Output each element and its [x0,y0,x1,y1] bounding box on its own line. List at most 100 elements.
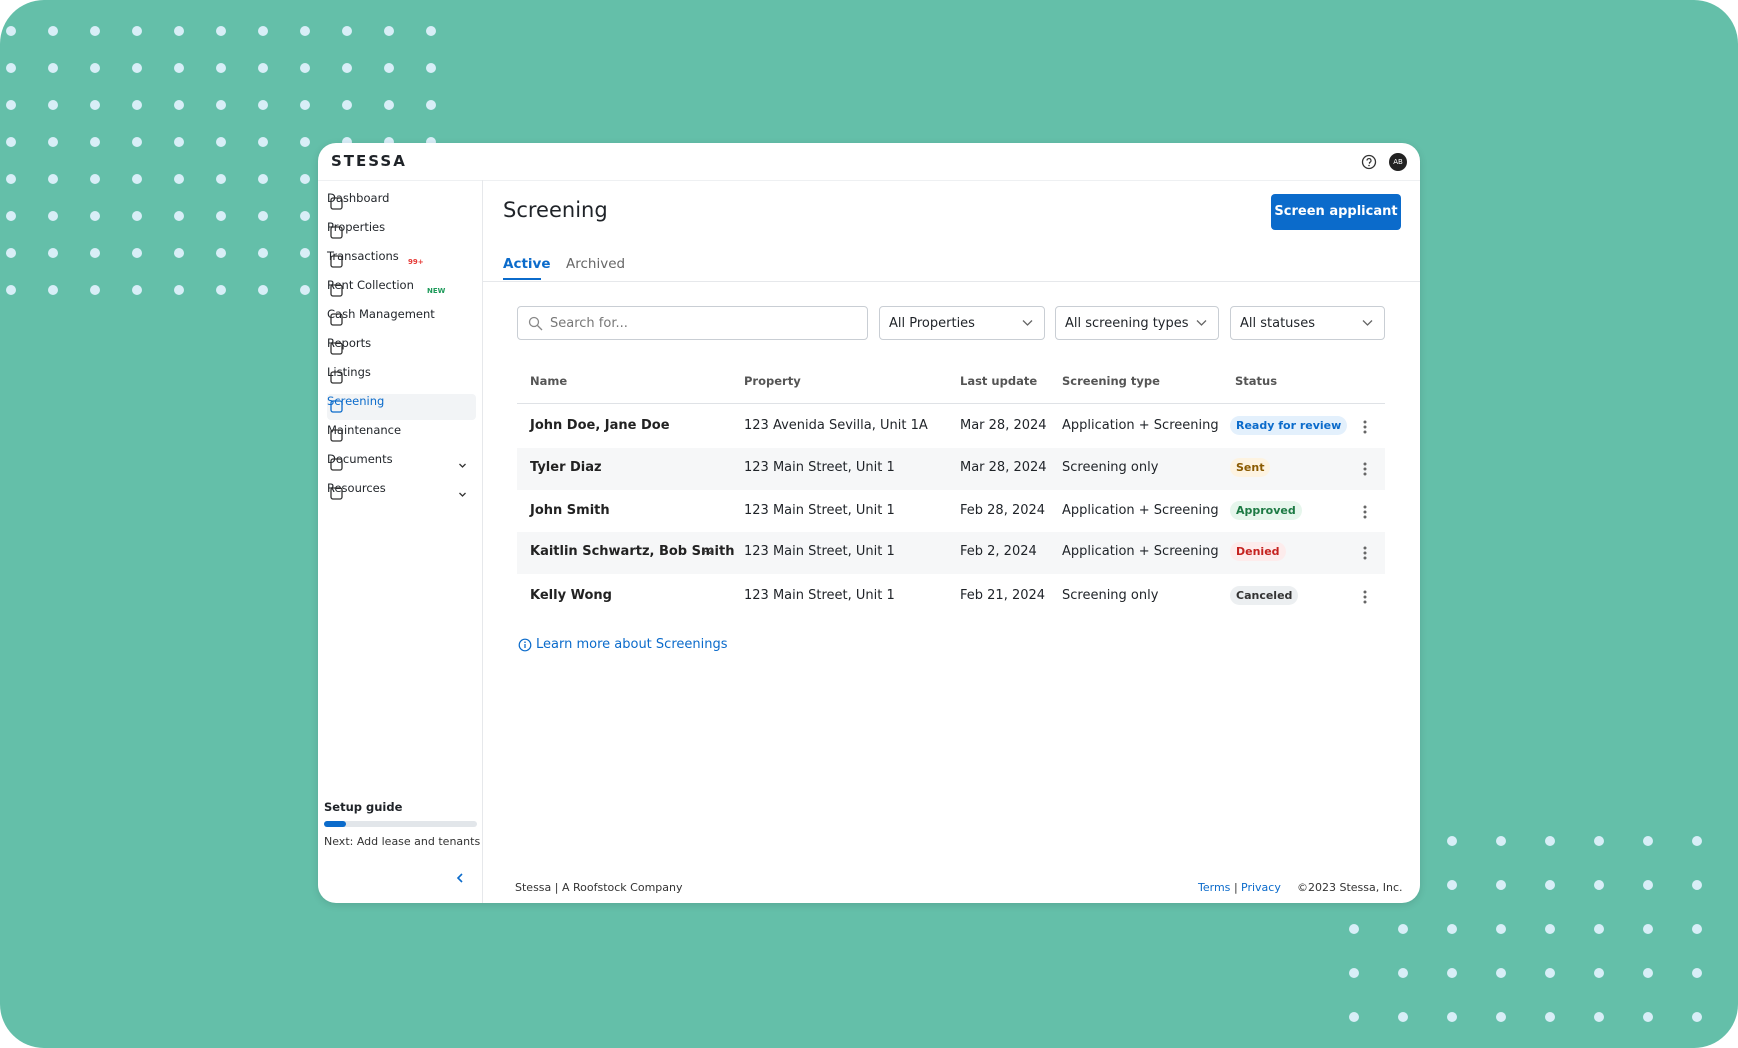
nav-item[interactable]: Properties [327,220,476,246]
dot [300,26,310,36]
cell: Feb 28, 2024 [960,503,1046,518]
applicant-name[interactable]: Tyler Diaz [530,460,602,475]
filter-select[interactable]: All screening types [1055,306,1219,340]
status-pill: Denied [1230,542,1286,561]
info-icon [518,638,532,652]
nav-item[interactable]: Cash Management [327,307,476,333]
filter-select[interactable]: All Properties [879,306,1045,340]
cell: Screening only [1062,460,1159,475]
row-menu[interactable] [1362,589,1368,605]
dot [342,26,352,36]
dot [90,211,100,221]
dot [1398,968,1408,978]
terms-link[interactable]: Terms [1198,881,1231,894]
filter-select[interactable]: All statuses [1230,306,1385,340]
screen-applicant-button[interactable]: Screen applicant [1271,194,1401,230]
cell: Feb 2, 2024 [960,544,1037,559]
dot [6,174,16,184]
setup-guide-next[interactable]: Next: Add lease and tenants [324,835,481,848]
applicant-name[interactable]: Kelly Wong [530,588,612,603]
dot [258,285,268,295]
applicant-name[interactable]: John Doe, Jane Doe [530,418,670,433]
status-pill: Approved [1230,501,1302,520]
dot [300,174,310,184]
nav-item[interactable]: Reports [327,336,476,362]
dot [174,211,184,221]
nav-item[interactable]: Screening [327,394,476,420]
nav-item[interactable]: Dashboard [327,191,476,217]
dot [1594,924,1604,934]
app-window: STESSA AB Dashboard Properties Transaction… [318,143,1420,903]
dot [90,174,100,184]
status-pill: Ready for review [1230,416,1348,435]
row-menu[interactable] [1362,461,1368,477]
nav-badge: 99+ [408,258,424,266]
nav-label: Documents [327,452,393,466]
dot [258,211,268,221]
nav-label: Listings [327,365,371,379]
dot [1643,1012,1653,1022]
copyright: ©2023 Stessa, Inc. [1297,881,1403,894]
collapse-button[interactable] [454,872,466,884]
row-menu[interactable] [1362,545,1368,561]
dot [6,26,16,36]
extra-applicants: +2 [701,547,714,556]
dot [300,100,310,110]
nav-item[interactable]: Maintenance [327,423,476,449]
footer-company: Stessa | A Roofstock Company [515,881,683,894]
dot [216,63,226,73]
nav-item[interactable]: Rent Collection NEW [327,278,476,304]
nav-item[interactable]: Documents [327,452,476,478]
select-label: All screening types [1065,316,1189,331]
nav-badge: NEW [427,287,446,295]
dot [174,26,184,36]
search-placeholder: Search for... [550,316,628,331]
nav-item[interactable]: Listings [327,365,476,391]
nav-label: Maintenance [327,423,402,437]
dot [258,137,268,147]
applicant-name[interactable]: John Smith [530,503,610,518]
applicant-name[interactable]: Kaitlin Schwartz, Bob Smith [530,544,735,559]
dot [6,285,16,295]
cell: Application + Screening [1062,544,1219,559]
learn-more-link[interactable]: Learn more about Screenings [536,637,728,652]
header-line [517,403,1385,404]
dot [1594,880,1604,890]
dot [174,285,184,295]
row-menu[interactable] [1362,419,1368,435]
privacy-link[interactable]: Privacy [1241,881,1281,894]
avatar[interactable]: AB [1389,153,1407,171]
dot [48,248,58,258]
dot [1545,880,1555,890]
dot [48,26,58,36]
dot [90,285,100,295]
column-header: Name [530,374,568,388]
dot [132,174,142,184]
row-menu[interactable] [1362,504,1368,520]
tab-archived[interactable]: Archived [566,256,626,272]
dot [1545,836,1555,846]
nav-item[interactable]: Transactions 99+ [327,249,476,275]
dot [174,63,184,73]
sidebar: Dashboard Properties Transactions 99+ Rent C… [318,180,483,903]
dot [1643,968,1653,978]
dot [342,137,352,147]
help-icon[interactable] [1361,154,1377,170]
dot [426,100,436,110]
tab-active[interactable]: Active [503,256,551,272]
dot [300,211,310,221]
dot [1594,968,1604,978]
dot [426,26,436,36]
nav-item[interactable]: Resources [327,481,476,507]
dot [216,211,226,221]
brand-logo[interactable]: STESSA [331,152,407,170]
dot [258,26,268,36]
column-header: Screening type [1062,374,1160,388]
dot [1594,836,1604,846]
search-input[interactable]: Search for... [517,306,868,340]
dot [6,100,16,110]
dot [174,100,184,110]
dot [216,248,226,258]
dot [216,137,226,147]
dot [174,174,184,184]
